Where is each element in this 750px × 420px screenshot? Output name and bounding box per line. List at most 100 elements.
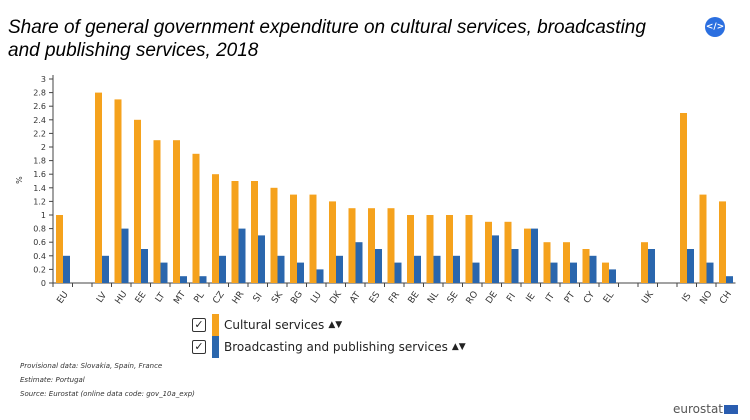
x-tick-label: NL (426, 290, 441, 305)
y-tick-label: 2.8 (33, 89, 46, 98)
bar-cultural (543, 242, 551, 283)
code-icon[interactable]: </> (705, 17, 725, 37)
bar-broadcasting (238, 228, 246, 283)
x-tick-label: HU (114, 290, 130, 307)
bar-broadcasting (472, 262, 480, 283)
x-tick-label: BG (289, 290, 305, 306)
x-tick-label: IS (681, 291, 694, 304)
checkbox-checked-icon[interactable]: ✓ (192, 318, 206, 332)
legend: ✓ Cultural services ▲▼ ✓ Broadcasting an… (192, 314, 466, 358)
bar-cultural (290, 194, 297, 283)
bar-cultural (387, 208, 395, 283)
legend-item-cultural[interactable]: ✓ Cultural services ▲▼ (192, 314, 466, 336)
x-tick-label: ES (368, 290, 383, 305)
bar-cultural (563, 242, 570, 283)
bar-cultural (192, 153, 200, 283)
y-tick-label: 3 (41, 75, 46, 84)
y-tick-label: 0.2 (33, 265, 46, 274)
bar-broadcasting (550, 262, 558, 283)
bar-broadcasting (687, 249, 694, 283)
note-estimate: Estimate: Portugal (20, 376, 85, 384)
bar-broadcasting (160, 262, 168, 283)
x-tick-label: MT (172, 289, 188, 306)
bar-cultural (309, 194, 317, 283)
bar-cultural (602, 262, 609, 283)
legend-item-broadcasting[interactable]: ✓ Broadcasting and publishing services ▲… (192, 336, 466, 358)
sort-icon[interactable]: ▲▼ (451, 342, 466, 352)
bar-cultural (212, 174, 219, 283)
x-tick-label: HR (231, 290, 247, 306)
y-axis-label: % (15, 176, 24, 184)
bar-cultural (699, 194, 707, 283)
x-tick-label: EE (134, 290, 149, 305)
eu-flag-icon (724, 404, 739, 414)
bar-broadcasting (277, 255, 285, 283)
bar-cultural (504, 221, 512, 283)
bar-cultural (251, 181, 258, 283)
bar-cultural (270, 187, 278, 283)
x-tick-label: EU (55, 290, 70, 306)
x-tick-label: RO (465, 290, 481, 307)
x-tick-label: DK (328, 289, 344, 306)
bar-broadcasting (355, 242, 363, 283)
x-tick-label: CZ (211, 290, 226, 306)
bar-broadcasting (570, 262, 577, 283)
bar-broadcasting (726, 276, 733, 283)
bar-cultural (329, 201, 336, 283)
legend-swatch (212, 336, 219, 358)
x-tick-label: UK (640, 289, 656, 306)
bar-broadcasting (394, 262, 402, 283)
bar-cultural (134, 119, 141, 283)
chart-title: Share of general government expenditure … (8, 17, 646, 61)
y-tick-label: 2.4 (33, 116, 46, 125)
bar-cultural (95, 92, 102, 283)
bar-cultural (641, 242, 648, 283)
bar-cultural (173, 140, 180, 283)
x-tick-label: SE (446, 290, 461, 305)
bar-cultural (153, 140, 161, 283)
x-tick-label: SK (270, 289, 285, 305)
bar-cultural (231, 181, 239, 283)
x-tick-label: LT (154, 291, 168, 305)
y-tick-label: 1.4 (33, 184, 46, 193)
bar-broadcasting (531, 228, 538, 283)
bar-cultural (56, 215, 63, 283)
bar-broadcasting (199, 276, 207, 283)
bar-cultural (582, 249, 590, 283)
eurostat-logo: eurostat (673, 402, 739, 416)
bar-broadcasting (141, 249, 148, 283)
y-tick-label: 0.6 (33, 238, 46, 247)
x-tick-label: CY (582, 290, 597, 306)
bar-cultural (485, 221, 492, 283)
sort-icon[interactable]: ▲▼ (328, 320, 343, 330)
bar-broadcasting (297, 262, 304, 283)
footnotes: Provisional data: Slovakia, Spain, Franc… (20, 362, 195, 404)
note-source: Source: Eurostat (online data code: gov_… (20, 390, 195, 398)
y-tick-label: 2 (41, 143, 46, 152)
bar-cultural (348, 208, 356, 283)
bar-broadcasting (648, 249, 655, 283)
bar-cultural (719, 201, 726, 283)
bar-broadcasting (453, 255, 460, 283)
bar-chart: 0 0.2 0.4 0.6 0.8 1 1.2 1.4 1.6 1.8 2 2.2 2.4 2.6 2.8 3… (15, 75, 736, 307)
x-tick-label: AT (348, 290, 363, 305)
bar-broadcasting (706, 262, 714, 283)
checkbox-checked-icon[interactable]: ✓ (192, 340, 206, 354)
bar-broadcasting (121, 228, 129, 283)
y-tick-label: 2.6 (33, 102, 46, 111)
x-tick-label: EL (602, 291, 616, 306)
legend-swatch (212, 314, 219, 336)
bar-broadcasting (589, 255, 597, 283)
bar-cultural (446, 215, 453, 283)
y-tick-label: 1 (41, 211, 46, 220)
bar-cultural (407, 215, 414, 283)
bar-broadcasting (336, 255, 343, 283)
y-tick-label: 1.6 (33, 170, 46, 179)
bar-broadcasting (316, 269, 324, 283)
bar-cultural (524, 228, 531, 283)
y-tick-label: 0.4 (33, 252, 46, 261)
y-tick-label: 0 (41, 279, 46, 288)
x-tick-label: PL (193, 291, 207, 305)
y-tick-label: 2.2 (33, 129, 46, 138)
logo-text: eurostat (673, 402, 724, 416)
